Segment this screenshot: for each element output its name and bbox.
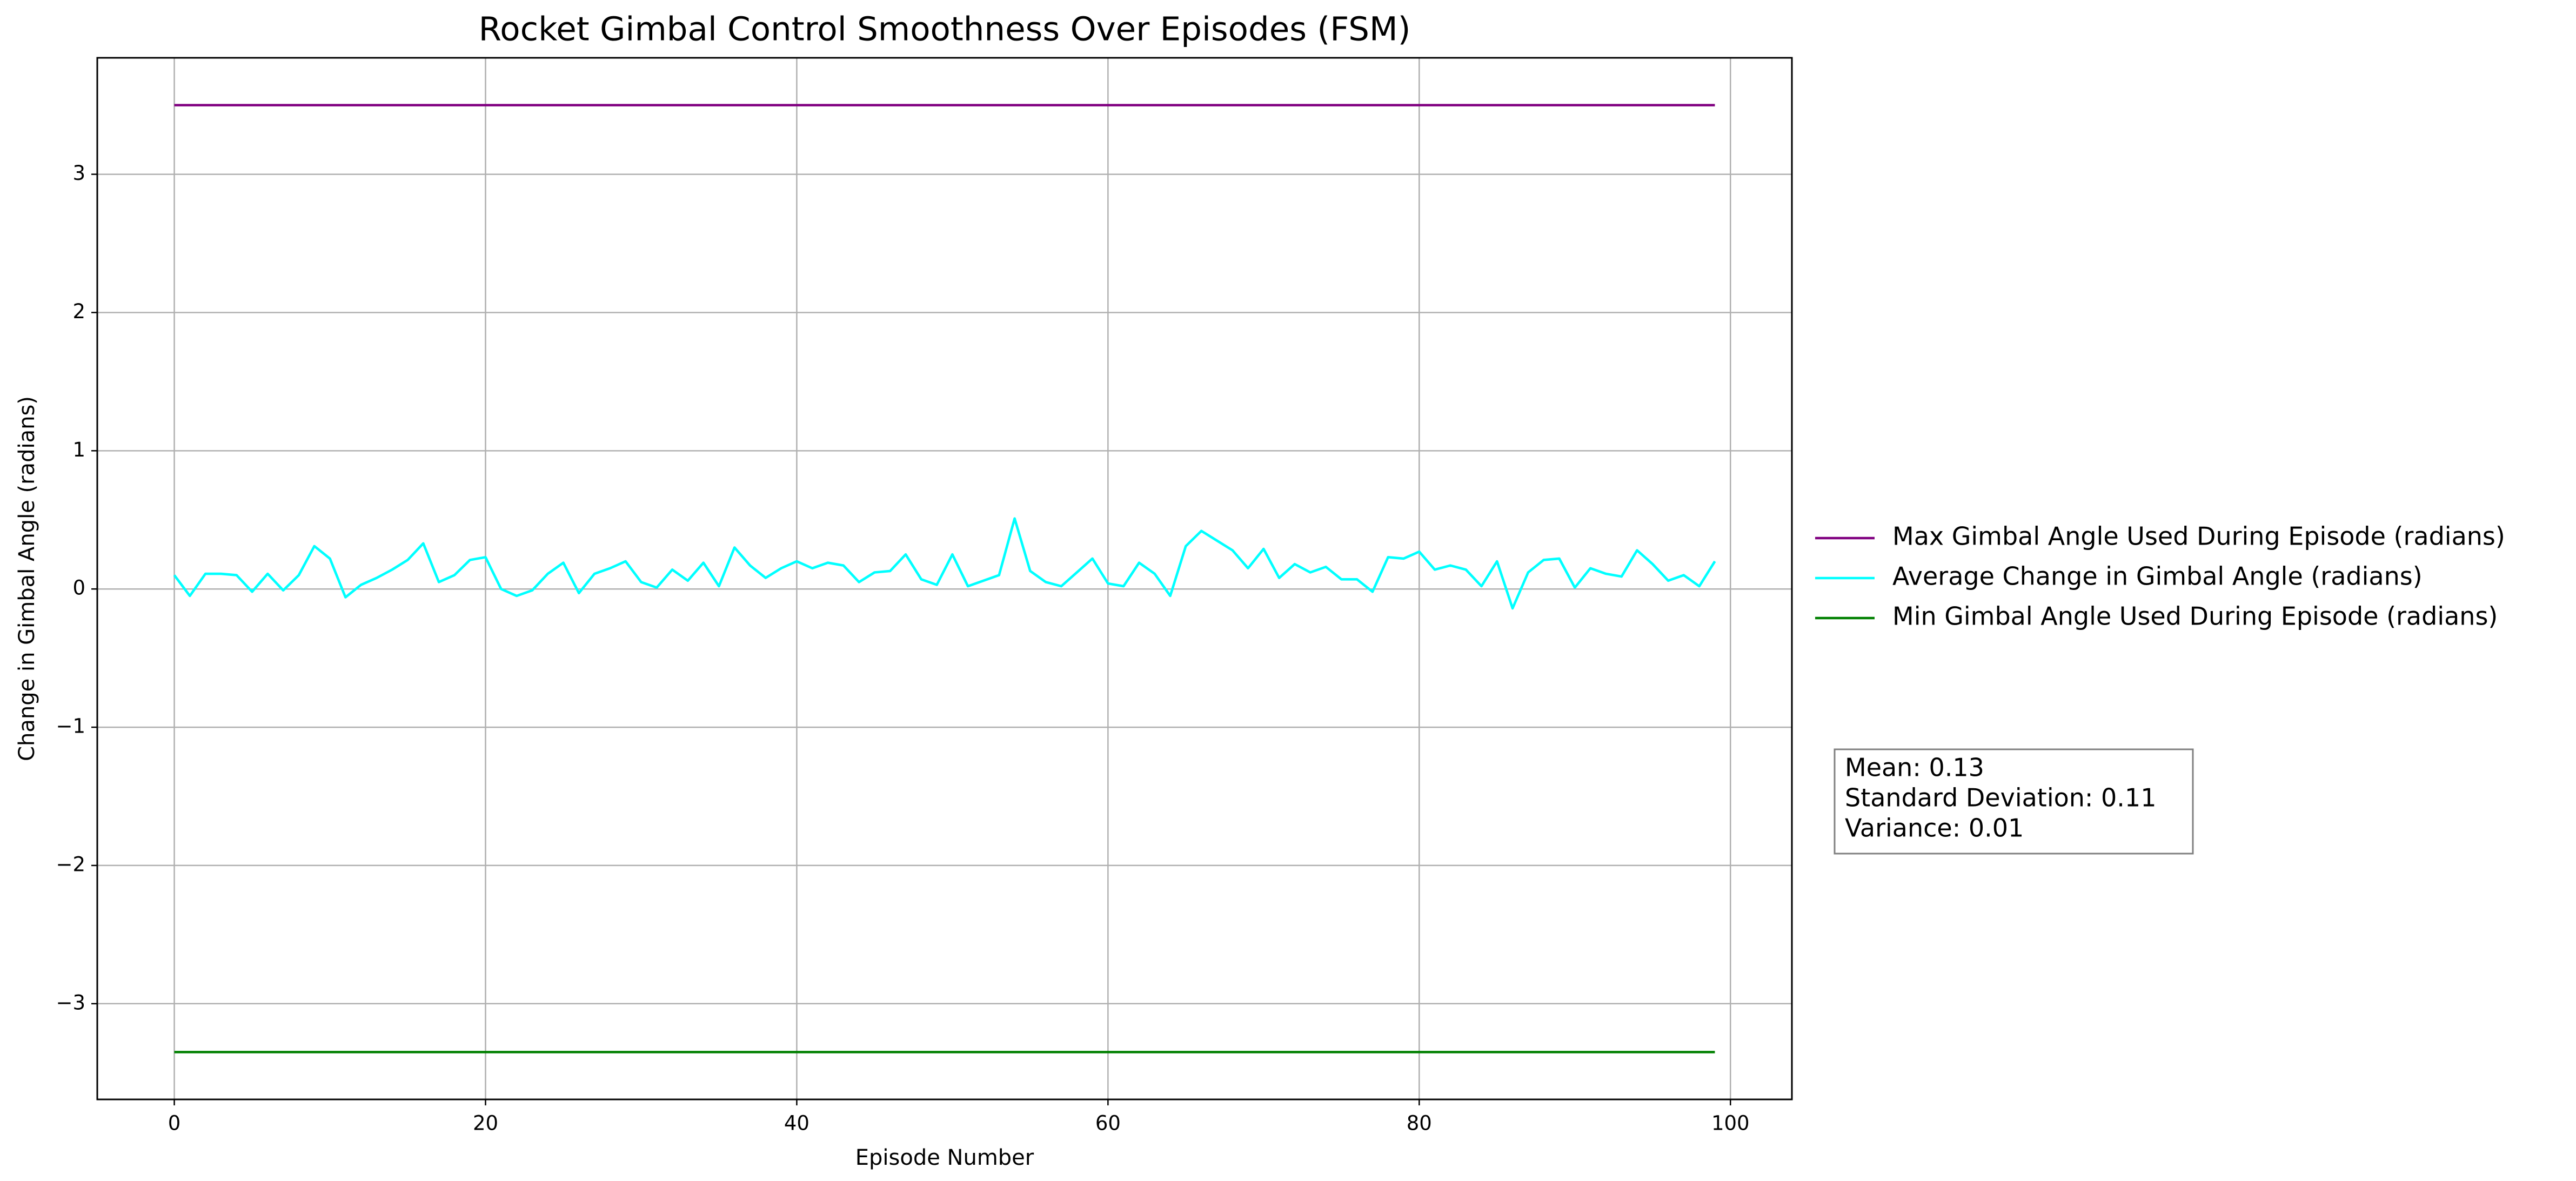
stats-text: Mean: 0.13: [1845, 753, 1984, 782]
x-tick-label: 0: [168, 1112, 181, 1135]
y-tick-label: 2: [72, 300, 85, 323]
x-axis-label: Episode Number: [855, 1145, 1034, 1170]
legend: Max Gimbal Angle Used During Episode (ra…: [1815, 522, 2505, 631]
plot-frame: [96, 57, 1793, 1101]
y-tick-label: −1: [56, 715, 85, 738]
y-tick-label: 1: [72, 438, 85, 461]
x-tick-label: 60: [1095, 1112, 1121, 1135]
legend-label: Max Gimbal Angle Used During Episode (ra…: [1892, 522, 2505, 551]
y-tick-label: 3: [72, 162, 85, 185]
x-tick-label: 80: [1407, 1112, 1432, 1135]
legend-label: Min Gimbal Angle Used During Episode (ra…: [1892, 602, 2498, 631]
series-line: [173, 517, 1716, 610]
stats-box-frame: [1834, 748, 2194, 855]
x-tick-label: 40: [784, 1112, 809, 1135]
chart-title: Rocket Gimbal Control Smoothness Over Ep…: [479, 10, 1411, 49]
y-tick-label: −3: [56, 991, 85, 1014]
stats-text: Variance: 0.01: [1845, 814, 2024, 843]
y-axis-label: Change in Gimbal Angle (radians): [15, 396, 39, 761]
y-tick-label: 0: [72, 576, 85, 600]
x-tick-label: 20: [473, 1112, 498, 1135]
legend-label: Average Change in Gimbal Angle (radians): [1892, 562, 2423, 591]
y-tick-label: −2: [56, 853, 85, 876]
x-tick-label: 100: [1711, 1112, 1750, 1135]
stats-text: Standard Deviation: 0.11: [1845, 783, 2156, 813]
